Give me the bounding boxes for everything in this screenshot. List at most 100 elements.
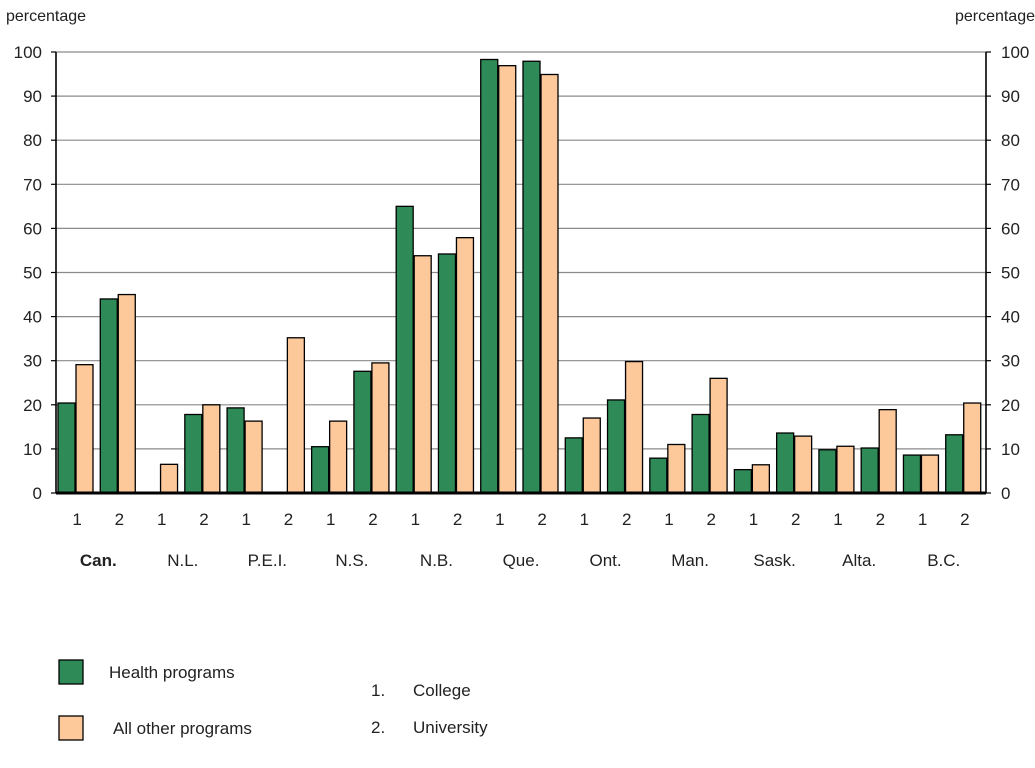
sub-category-label: 1: [411, 510, 420, 529]
sub-category-label: 1: [664, 510, 673, 529]
footnote-number: 1.: [371, 681, 385, 700]
axis-labels: 0 0 10 10 20 20 30 30 40 40 50 50 60 60 70 70 80 80 90 90 10…: [14, 43, 1030, 570]
axes: [51, 51, 991, 495]
bar-other-5-1: [498, 65, 517, 494]
region-label: P.E.I.: [248, 551, 287, 570]
bar-health-7-1: [649, 457, 668, 494]
bar-health-5-1: [480, 58, 499, 494]
bar-other-6-1: [582, 417, 601, 494]
sub-category-label: 2: [368, 510, 377, 529]
legend: Health programs All other programs 1. Colle…: [58, 659, 488, 741]
right-tick-label-0: 0: [1001, 484, 1010, 503]
sub-category-label: 1: [749, 510, 758, 529]
region-label: B.C.: [927, 551, 960, 570]
right-tick-label-10: 10: [1001, 440, 1020, 459]
bar-other-10-2: [963, 402, 982, 494]
region-label: Ont.: [589, 551, 621, 570]
bar-health-9-2: [860, 447, 879, 494]
sub-category-label: 2: [960, 510, 969, 529]
bar-health-10-1: [902, 454, 922, 494]
bar-other-10-1: [920, 454, 940, 494]
left-tick-label-30: 30: [23, 352, 42, 371]
bar-other-1-2: [202, 404, 221, 494]
left-tick-label-20: 20: [23, 396, 42, 415]
sub-category-label: 1: [833, 510, 842, 529]
bar-health-8-2: [775, 432, 795, 494]
bar-other-6-2: [624, 360, 644, 494]
bar-health-4-1: [395, 205, 414, 494]
bar-other-8-1: [751, 464, 771, 494]
region-label: Man.: [671, 551, 709, 570]
left-y-unit-label: percentage: [6, 8, 86, 25]
legend-swatch-other: [58, 715, 84, 741]
right-tick-label-90: 90: [1001, 87, 1020, 106]
bar-other-2-1: [244, 420, 263, 494]
region-label: N.B.: [420, 551, 453, 570]
bar-other-7-1: [667, 443, 686, 494]
footnote-text: University: [413, 718, 488, 737]
sub-category-label: 2: [199, 510, 208, 529]
bar-health-2-1: [226, 407, 245, 494]
left-tick-label-10: 10: [23, 440, 42, 459]
sub-category-label: 1: [326, 510, 335, 529]
bar-other-0-2: [117, 293, 136, 494]
sub-category-label: 2: [115, 510, 124, 529]
right-tick-label-100: 100: [1001, 43, 1029, 62]
left-tick-label-60: 60: [23, 219, 42, 238]
bar-other-7-2: [709, 377, 728, 494]
left-tick-label-90: 90: [23, 87, 42, 106]
left-tick-label-40: 40: [23, 308, 42, 327]
bar-health-9-1: [818, 449, 837, 494]
footnote-text: College: [413, 681, 471, 700]
region-label: Can.: [80, 551, 117, 570]
right-y-unit-label: percentage: [955, 8, 1035, 25]
bar-health-10-2: [945, 434, 964, 494]
region-label: N.S.: [335, 551, 368, 570]
bar-other-4-2: [455, 237, 475, 494]
sub-category-label: 1: [157, 510, 166, 529]
left-tick-label-0: 0: [33, 484, 42, 503]
right-tick-label-80: 80: [1001, 131, 1020, 150]
left-tick-label-50: 50: [23, 264, 42, 283]
sub-category-label: 2: [791, 510, 800, 529]
bar-other-1-1: [159, 463, 179, 494]
gridlines: [56, 51, 986, 450]
bar-other-3-2: [371, 362, 390, 494]
bar-health-6-2: [606, 399, 626, 494]
sub-category-label: 1: [241, 510, 250, 529]
sub-category-label: 2: [706, 510, 715, 529]
bar-health-1-2: [184, 413, 203, 494]
region-label: Sask.: [753, 551, 796, 570]
bar-health-3-2: [353, 370, 372, 494]
right-tick-label-20: 20: [1001, 396, 1020, 415]
sub-category-label: 2: [453, 510, 462, 529]
bars: [57, 58, 982, 494]
bar-health-6-1: [564, 437, 583, 494]
right-tick-label-40: 40: [1001, 308, 1020, 327]
legend-swatch-health: [58, 659, 84, 685]
region-label: N.L.: [167, 551, 198, 570]
bar-other-9-1: [836, 445, 855, 494]
legend-label-health: Health programs: [109, 663, 235, 682]
legend-label-other: All other programs: [113, 719, 252, 738]
bar-health-5-2: [522, 60, 541, 494]
bar-health-0-2: [99, 298, 118, 494]
left-tick-label-100: 100: [14, 43, 42, 62]
bar-health-4-2: [437, 253, 457, 494]
left-tick-label-70: 70: [23, 175, 42, 194]
bar-other-3-1: [328, 420, 348, 494]
left-tick-label-80: 80: [23, 131, 42, 150]
sub-category-label: 1: [72, 510, 81, 529]
right-tick-label-50: 50: [1001, 264, 1020, 283]
sub-category-label: 2: [622, 510, 631, 529]
right-tick-label-60: 60: [1001, 219, 1020, 238]
sub-category-label: 2: [537, 510, 546, 529]
region-label: Que.: [503, 551, 540, 570]
bar-health-0-1: [57, 402, 76, 494]
bar-health-7-2: [691, 413, 710, 494]
sub-category-label: 2: [284, 510, 293, 529]
bar-other-0-1: [75, 364, 94, 494]
sub-category-label: 1: [495, 510, 504, 529]
bar-other-4-1: [413, 255, 432, 494]
